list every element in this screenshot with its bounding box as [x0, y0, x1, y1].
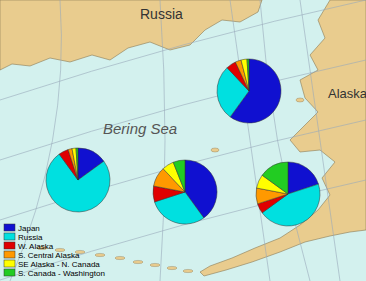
svg-text:S. Canada - Washington: S. Canada - Washington: [18, 269, 105, 278]
svg-text:SE Alaska - N. Canada: SE Alaska - N. Canada: [18, 260, 100, 269]
svg-text:Japan: Japan: [18, 224, 40, 233]
svg-text:Bering Sea: Bering Sea: [103, 120, 177, 137]
svg-text:W. Alaska: W. Alaska: [18, 242, 54, 251]
svg-text:Alaska: Alaska: [328, 86, 358, 101]
svg-text:Russia: Russia: [140, 6, 183, 22]
svg-text:S. Central Alaska: S. Central Alaska: [18, 251, 80, 260]
svg-text:Russia: Russia: [18, 233, 43, 242]
